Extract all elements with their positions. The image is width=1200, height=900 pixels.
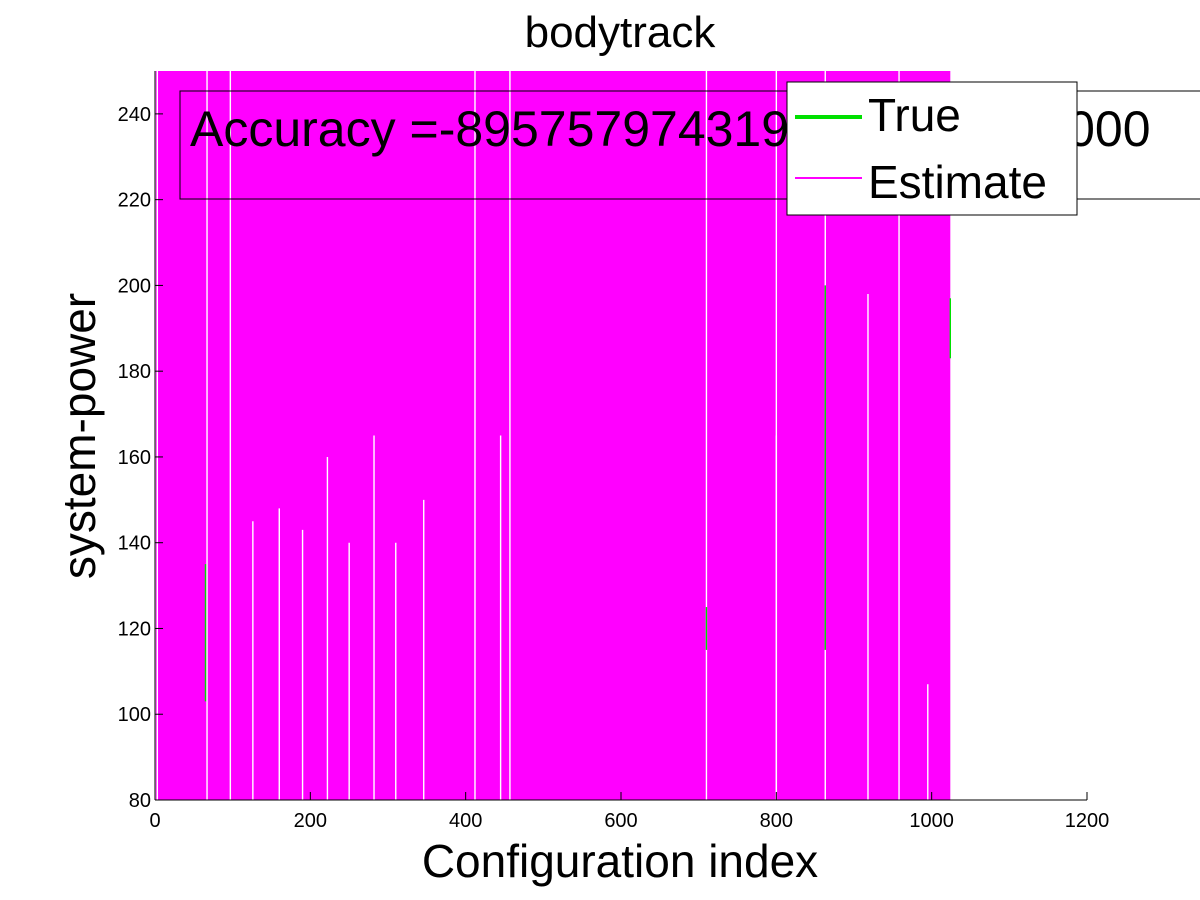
legend-true-label: True bbox=[868, 89, 961, 141]
x-tick-label: 400 bbox=[449, 810, 482, 832]
x-tick-label: 600 bbox=[604, 810, 637, 832]
y-axis-label: system-power bbox=[53, 293, 105, 579]
x-tick-label: 1200 bbox=[1065, 810, 1110, 832]
y-tick-label: 120 bbox=[118, 618, 151, 640]
x-tick-label: 1000 bbox=[909, 810, 954, 832]
legend-box bbox=[786, 81, 1078, 216]
y-tick-label: 240 bbox=[118, 104, 151, 126]
x-tick-label: 200 bbox=[294, 810, 327, 832]
y-tick-label: 100 bbox=[118, 704, 151, 726]
y-tick-label: 220 bbox=[118, 190, 151, 212]
axes: 0 200 400 600 800 1000 1200 80 100 120 140 160 180 20… bbox=[118, 71, 1110, 832]
legend-estimate-label: Estimate bbox=[868, 156, 1047, 208]
y-tick-label: 160 bbox=[118, 447, 151, 469]
annotation-box bbox=[179, 90, 1200, 200]
y-tick-label: 180 bbox=[118, 361, 151, 383]
x-tick-label: 800 bbox=[760, 810, 793, 832]
x-tick-label: 0 bbox=[149, 810, 160, 832]
y-tick-label: 200 bbox=[118, 275, 151, 297]
x-axis-label: Configuration index bbox=[422, 835, 818, 887]
y-tick-label: 140 bbox=[118, 533, 151, 555]
legend: True Estimate bbox=[786, 81, 1078, 216]
y-tick-label: 80 bbox=[129, 790, 151, 812]
chart-title: bodytrack bbox=[525, 8, 717, 57]
